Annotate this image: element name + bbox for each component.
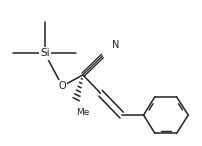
Text: N: N	[111, 40, 119, 50]
Text: O: O	[58, 81, 66, 91]
Text: Me: Me	[76, 108, 89, 117]
Text: Si: Si	[40, 48, 49, 58]
